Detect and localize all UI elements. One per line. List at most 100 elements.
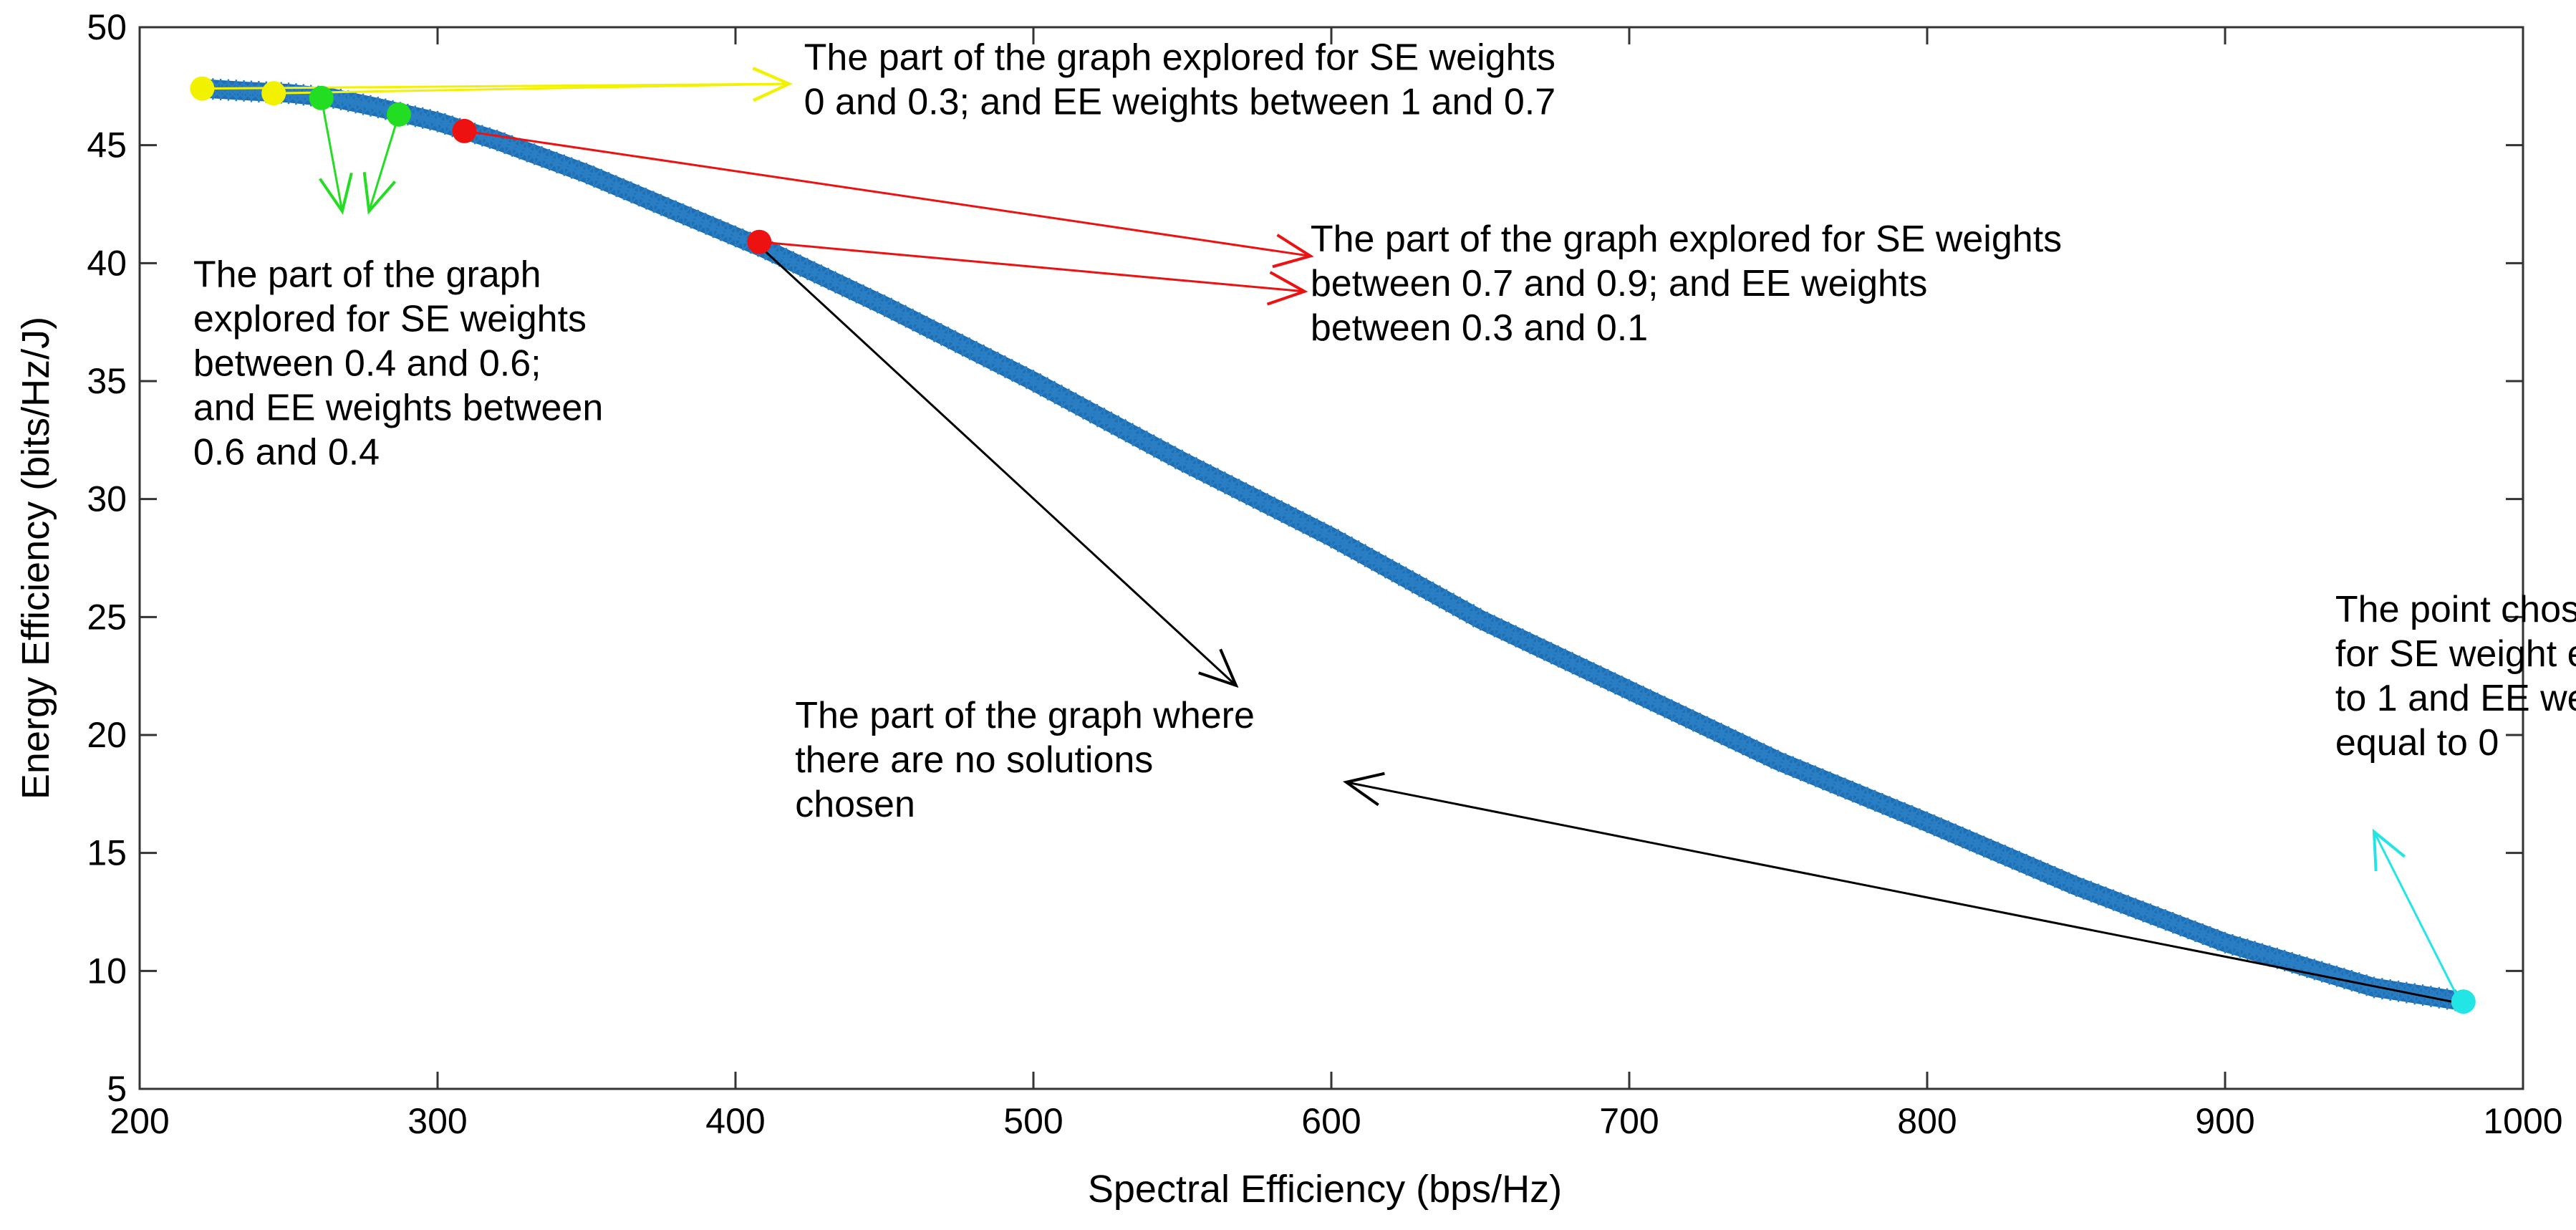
data-point-81 <box>796 258 819 280</box>
data-point-178 <box>1476 612 1498 634</box>
data-point-227 <box>1827 774 1849 797</box>
data-point-152 <box>1299 515 1321 537</box>
data-point-24 <box>375 98 397 120</box>
data-point-308 <box>2428 986 2450 1009</box>
annotation-0-line-0: The part of the graph explored for SE we… <box>804 37 1555 78</box>
data-point-209 <box>1696 716 1718 739</box>
data-point-72 <box>732 229 754 251</box>
data-point-184 <box>1519 632 1541 654</box>
y-tick-label-30: 30 <box>87 479 127 519</box>
annotation-3: The part of the graph where there are no … <box>795 695 1255 825</box>
data-point-144 <box>1243 486 1265 509</box>
data-point-132 <box>1157 443 1180 465</box>
arrow-line-4 <box>464 130 1311 257</box>
annotation-0: The part of the graph explored for SE we… <box>804 37 1555 122</box>
data-point-142 <box>1228 479 1250 501</box>
data-point-57 <box>620 181 642 203</box>
highlight-points <box>190 76 2476 1014</box>
axis-ticks: 200 300 400 500 600 700 800 900 1000 5 10 15 20 25 30 3… <box>87 7 2562 1141</box>
data-point-42 <box>508 138 531 160</box>
data-point-188 <box>1547 645 1569 668</box>
data-point-125 <box>1107 415 1129 438</box>
annotation-1-line-1: between 0.7 and 0.9; and EE weights <box>1311 263 1928 304</box>
data-point-217 <box>1753 743 1775 765</box>
data-point-220 <box>1775 753 1797 775</box>
data-point-239 <box>1916 811 1938 833</box>
arrow-head-3 <box>362 172 397 215</box>
data-point-207 <box>1682 709 1704 731</box>
annotation-2: The part of the graph explored for SE wei… <box>193 254 603 473</box>
data-point-29 <box>412 107 434 129</box>
data-point-292 <box>2303 958 2325 981</box>
y-axis-title: Energy Efficiency (bits/Hz/J) <box>14 317 57 799</box>
arrow-head-6 <box>1198 648 1239 688</box>
data-point-146 <box>1256 494 1278 516</box>
annotation-0-line-1: 0 and 0.3; and EE weights between 1 and … <box>804 81 1555 122</box>
data-point-82 <box>804 261 826 284</box>
data-point-70 <box>717 222 739 244</box>
data-point-210 <box>1703 719 1725 741</box>
data-point-155 <box>1321 526 1342 548</box>
data-point-294 <box>2318 963 2340 985</box>
data-point-55 <box>605 175 627 197</box>
arrow-line-7 <box>1346 781 2464 1005</box>
data-point-223 <box>1797 762 1819 784</box>
data-point-44 <box>524 143 546 165</box>
arrow-line-5 <box>759 241 1305 293</box>
data-point-185 <box>1526 635 1548 658</box>
data-point-131 <box>1150 438 1172 461</box>
data-point-238 <box>1909 808 1931 830</box>
data-point-112 <box>1016 366 1038 388</box>
data-point-123 <box>1094 408 1116 431</box>
data-point-232 <box>1864 789 1886 812</box>
annotation-3-line-1: there are no solutions <box>795 739 1153 781</box>
data-point-84 <box>817 268 839 290</box>
data-point-162 <box>1368 552 1390 575</box>
data-point-37 <box>471 125 493 147</box>
annotation-1-line-2: between 0.3 and 0.1 <box>1311 307 1648 349</box>
data-point-282 <box>2229 936 2251 958</box>
data-point-245 <box>1959 830 1981 852</box>
data-point-94 <box>887 302 910 324</box>
data-point-80 <box>789 254 811 277</box>
data-point-205 <box>1668 703 1690 725</box>
data-point-215 <box>1739 736 1761 759</box>
x-tick-label-400: 400 <box>705 1101 765 1141</box>
highlight-point-yellow-0 <box>190 76 215 101</box>
data-point-85 <box>824 272 846 294</box>
arrow-head-7 <box>1342 772 1385 807</box>
data-point-261 <box>2073 878 2095 900</box>
data-point-43 <box>516 140 538 163</box>
data-point-40 <box>493 132 516 154</box>
data-point-163 <box>1374 556 1396 578</box>
data-point-68 <box>702 216 724 238</box>
data-point-259 <box>2058 872 2080 894</box>
data-point-287 <box>2266 947 2288 969</box>
data-point-278 <box>2199 926 2222 948</box>
data-point-58 <box>627 184 650 206</box>
data-point-272 <box>2154 909 2176 931</box>
y-tick-label-20: 20 <box>87 715 127 755</box>
data-point-48 <box>553 154 575 176</box>
arrow-head-8 <box>2372 828 2406 872</box>
data-point-258 <box>2051 869 2073 891</box>
data-point-286 <box>2259 945 2281 967</box>
data-point-110 <box>1001 359 1023 381</box>
data-point-114 <box>1029 374 1051 396</box>
annotations: The part of the graph explored for SE we… <box>193 37 2576 825</box>
data-point-192 <box>1576 659 1598 681</box>
data-point-133 <box>1164 446 1187 469</box>
data-point-193 <box>1583 662 1605 684</box>
y-tick-label-45: 45 <box>87 125 127 165</box>
data-point-63 <box>665 200 687 222</box>
data-point-145 <box>1249 490 1271 512</box>
data-point-147 <box>1263 497 1285 519</box>
data-point-109 <box>994 355 1016 378</box>
data-point-18 <box>329 88 352 110</box>
data-point-219 <box>1767 750 1789 772</box>
data-point-104 <box>958 337 980 360</box>
data-point-99 <box>923 319 945 342</box>
data-point-257 <box>2044 866 2066 888</box>
data-point-225 <box>1812 768 1834 790</box>
data-point-158 <box>1341 537 1363 559</box>
